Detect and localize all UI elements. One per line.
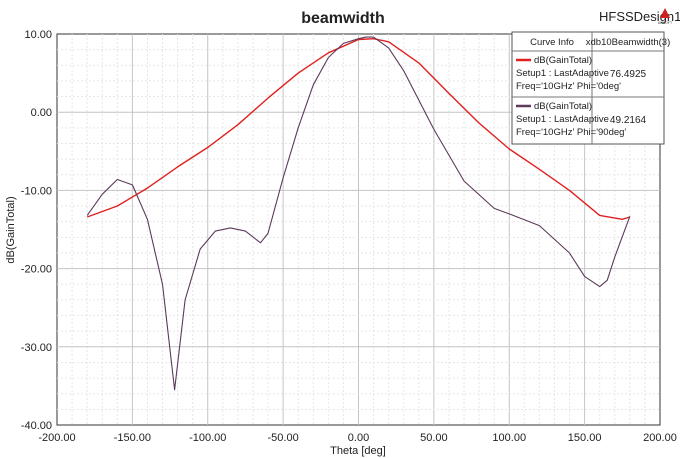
legend-series1-line1: dB(GainTotal): [534, 55, 592, 66]
legend-series2-value: 49.2164: [610, 115, 647, 126]
y-tick-label: -30.00: [21, 342, 52, 354]
x-tick-label: 0.00: [348, 432, 369, 444]
legend-series1-line3: Freq='10GHz' Phi='0deg': [516, 81, 621, 92]
legend-series1-value: 76.4925: [610, 69, 647, 80]
legend-series1-line2: Setup1 : LastAdaptive: [516, 68, 609, 79]
legend: Curve Info xdb10Beamwidth(3) dB(GainTota…: [512, 32, 670, 144]
x-tick-label: -100.00: [189, 432, 226, 444]
legend-header-value: xdb10Beamwidth(3): [586, 37, 671, 48]
x-tick-label: -50.00: [268, 432, 299, 444]
legend-series2-line1: dB(GainTotal): [534, 101, 592, 112]
x-tick-label: 50.00: [420, 432, 448, 444]
x-tick-label: 200.00: [643, 432, 677, 444]
y-tick-label: 10.00: [24, 29, 52, 41]
x-tick-label: -150.00: [114, 432, 151, 444]
y-tick-label: -40.00: [21, 420, 52, 432]
x-tick-label: 100.00: [492, 432, 526, 444]
x-tick-label: -200.00: [38, 432, 75, 444]
svg-text:ANSOFT: ANSOFT: [658, 21, 673, 25]
x-axis-ticks: -200.00 -150.00 -100.00 -50.00 0.00 50.00 100.…: [38, 432, 676, 444]
legend-series2-line2: Setup1 : LastAdaptive: [516, 114, 609, 125]
legend-series2-line3: Freq='10GHz' Phi='90deg': [516, 127, 626, 138]
y-axis-label: dB(GainTotal): [5, 196, 17, 263]
x-axis-label: Theta [deg]: [330, 445, 386, 457]
x-tick-label: 150.00: [568, 432, 602, 444]
legend-header-curve-info: Curve Info: [530, 37, 574, 48]
y-tick-label: -20.00: [21, 264, 52, 276]
y-tick-label: 0.00: [31, 107, 52, 119]
y-tick-label: -10.00: [21, 185, 52, 197]
chart-title: beamwidth: [301, 10, 385, 27]
